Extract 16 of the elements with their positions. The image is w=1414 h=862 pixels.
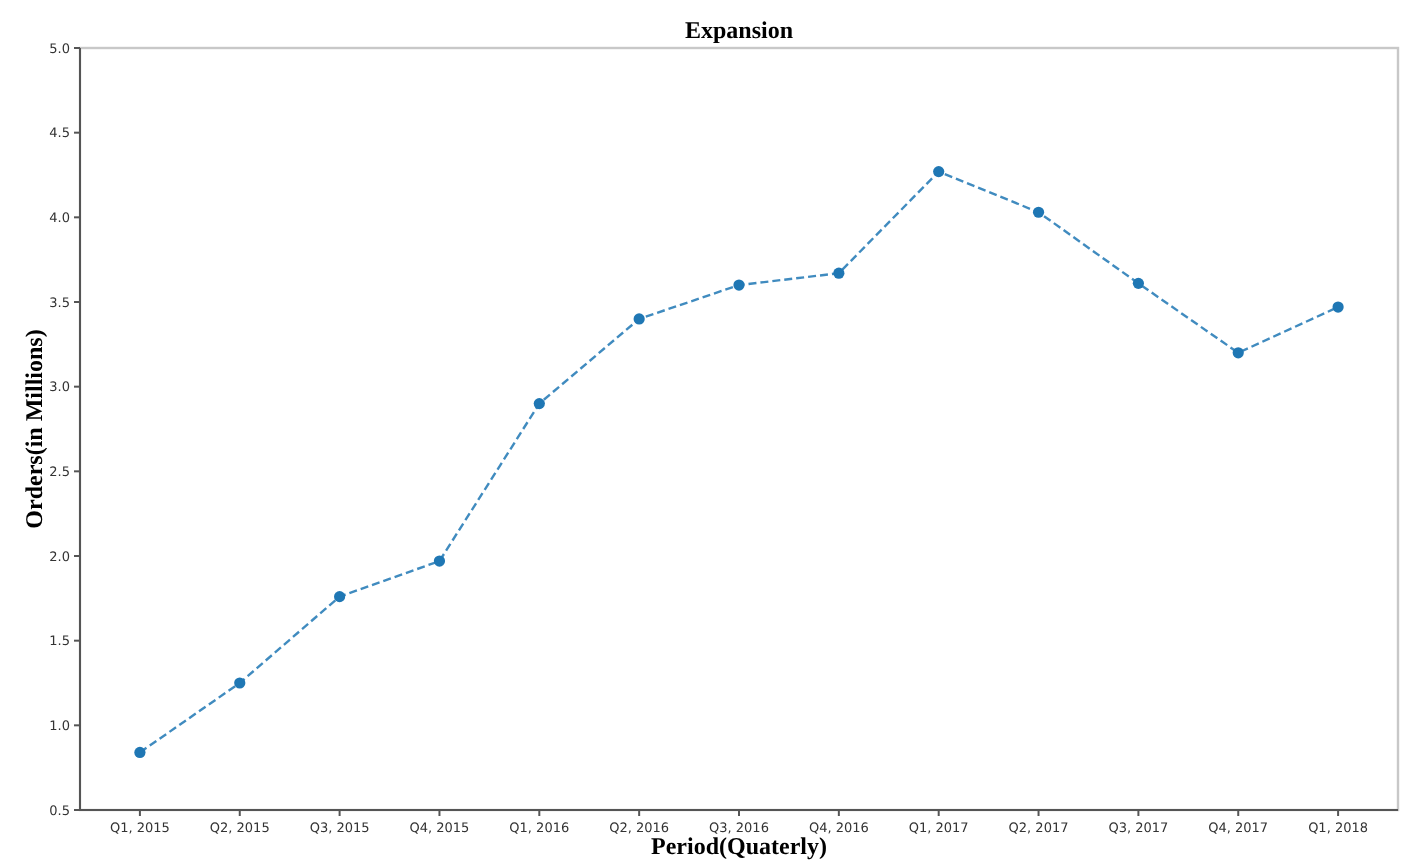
point <box>933 166 945 178</box>
point <box>833 267 845 279</box>
point <box>633 313 645 325</box>
chart-title: Expansion <box>684 16 794 44</box>
point <box>134 746 146 759</box>
x-axis-title: Period(Quaterly) <box>651 832 827 860</box>
point <box>1232 347 1244 359</box>
y-axis-title: Orders(in Millions) <box>20 329 48 529</box>
point <box>1132 277 1144 289</box>
point <box>1032 206 1045 218</box>
point <box>733 279 745 291</box>
point <box>1332 301 1344 313</box>
point <box>533 398 545 410</box>
point <box>334 591 346 603</box>
point <box>433 555 446 567</box>
point <box>234 677 246 689</box>
